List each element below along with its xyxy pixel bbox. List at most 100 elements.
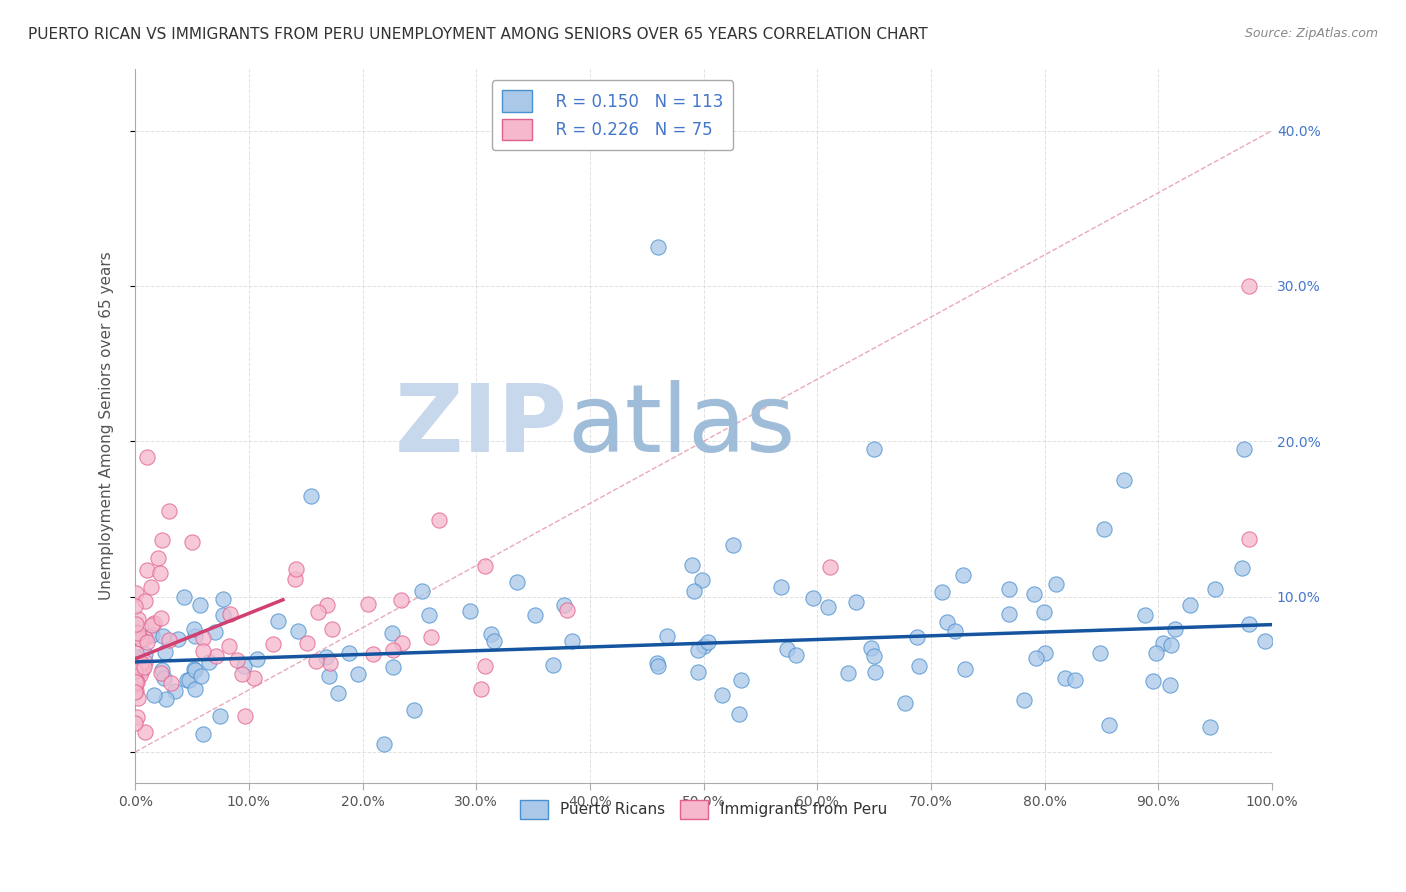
Point [212,591,235,606]
Point [381,660,404,674]
Point [136,635,159,649]
Point [267,614,290,628]
Point [998,582,1021,596]
Point [1159,678,1181,692]
Point [1133,607,1156,622]
Point [134,724,156,739]
Point [198,655,221,669]
Point [190,669,212,683]
Point [125,675,148,690]
Point [183,662,205,676]
Point [135,450,157,464]
Point [381,625,404,640]
Point [1142,674,1164,689]
Point [506,575,529,590]
Point [129,656,152,670]
Point [125,674,148,689]
Point [299,489,322,503]
Point [125,624,148,639]
Point [146,550,169,565]
Point [150,611,173,625]
Point [134,656,156,670]
Point [246,652,269,666]
Point [125,646,148,660]
Text: Source: ZipAtlas.com: Source: ZipAtlas.com [1244,27,1378,40]
Point [817,599,839,614]
Point [728,706,751,721]
Point [391,636,413,650]
Point [190,599,212,613]
Point [285,562,308,576]
Point [427,513,450,527]
Point [124,657,146,672]
Point [124,673,146,687]
Point [326,686,349,700]
Point [420,631,443,645]
Point [321,622,343,636]
Point [373,737,395,751]
Point [218,607,240,621]
Point [482,634,505,648]
Point [1024,587,1046,601]
Point [470,681,492,696]
Point [785,648,807,662]
Point [1237,616,1260,631]
Point [1088,646,1111,660]
Point [346,666,368,681]
Point [226,653,249,667]
Point [124,599,146,614]
Point [1033,605,1056,619]
Point [150,665,173,680]
Point [776,642,799,657]
Point [142,688,165,702]
Point [1204,582,1226,596]
Point [231,667,253,681]
Point [212,608,235,623]
Point [183,629,205,643]
Point [125,586,148,600]
Point [863,648,886,663]
Point [153,671,176,685]
Point [165,684,187,698]
Point [1237,279,1260,293]
Point [337,646,360,660]
Point [770,580,793,594]
Point [411,583,433,598]
Point [139,580,162,594]
Point [193,727,215,741]
Point [316,599,339,613]
Point [135,563,157,577]
Point [124,684,146,698]
Point [801,591,824,605]
Point [218,640,240,654]
Point [125,617,148,632]
Point [845,595,868,609]
Point [943,624,966,639]
Point [124,684,146,698]
Point [361,648,384,662]
Point [1232,442,1254,456]
Point [382,643,405,657]
Point [124,629,146,643]
Point [152,533,174,547]
Point [936,615,959,629]
Point [893,696,915,710]
Point [1092,522,1115,536]
Point [1230,561,1253,575]
Point [730,673,752,687]
Point [1012,692,1035,706]
Point [1237,532,1260,546]
Point [860,640,883,655]
Point [141,628,163,642]
Point [647,240,669,254]
Point [307,605,329,619]
Point [149,566,172,580]
Point [1063,673,1085,687]
Point [155,692,177,706]
Point [233,709,256,723]
Point [124,665,146,679]
Point [1199,720,1222,734]
Point [1045,576,1067,591]
Point [1144,646,1167,660]
Point [1033,646,1056,660]
